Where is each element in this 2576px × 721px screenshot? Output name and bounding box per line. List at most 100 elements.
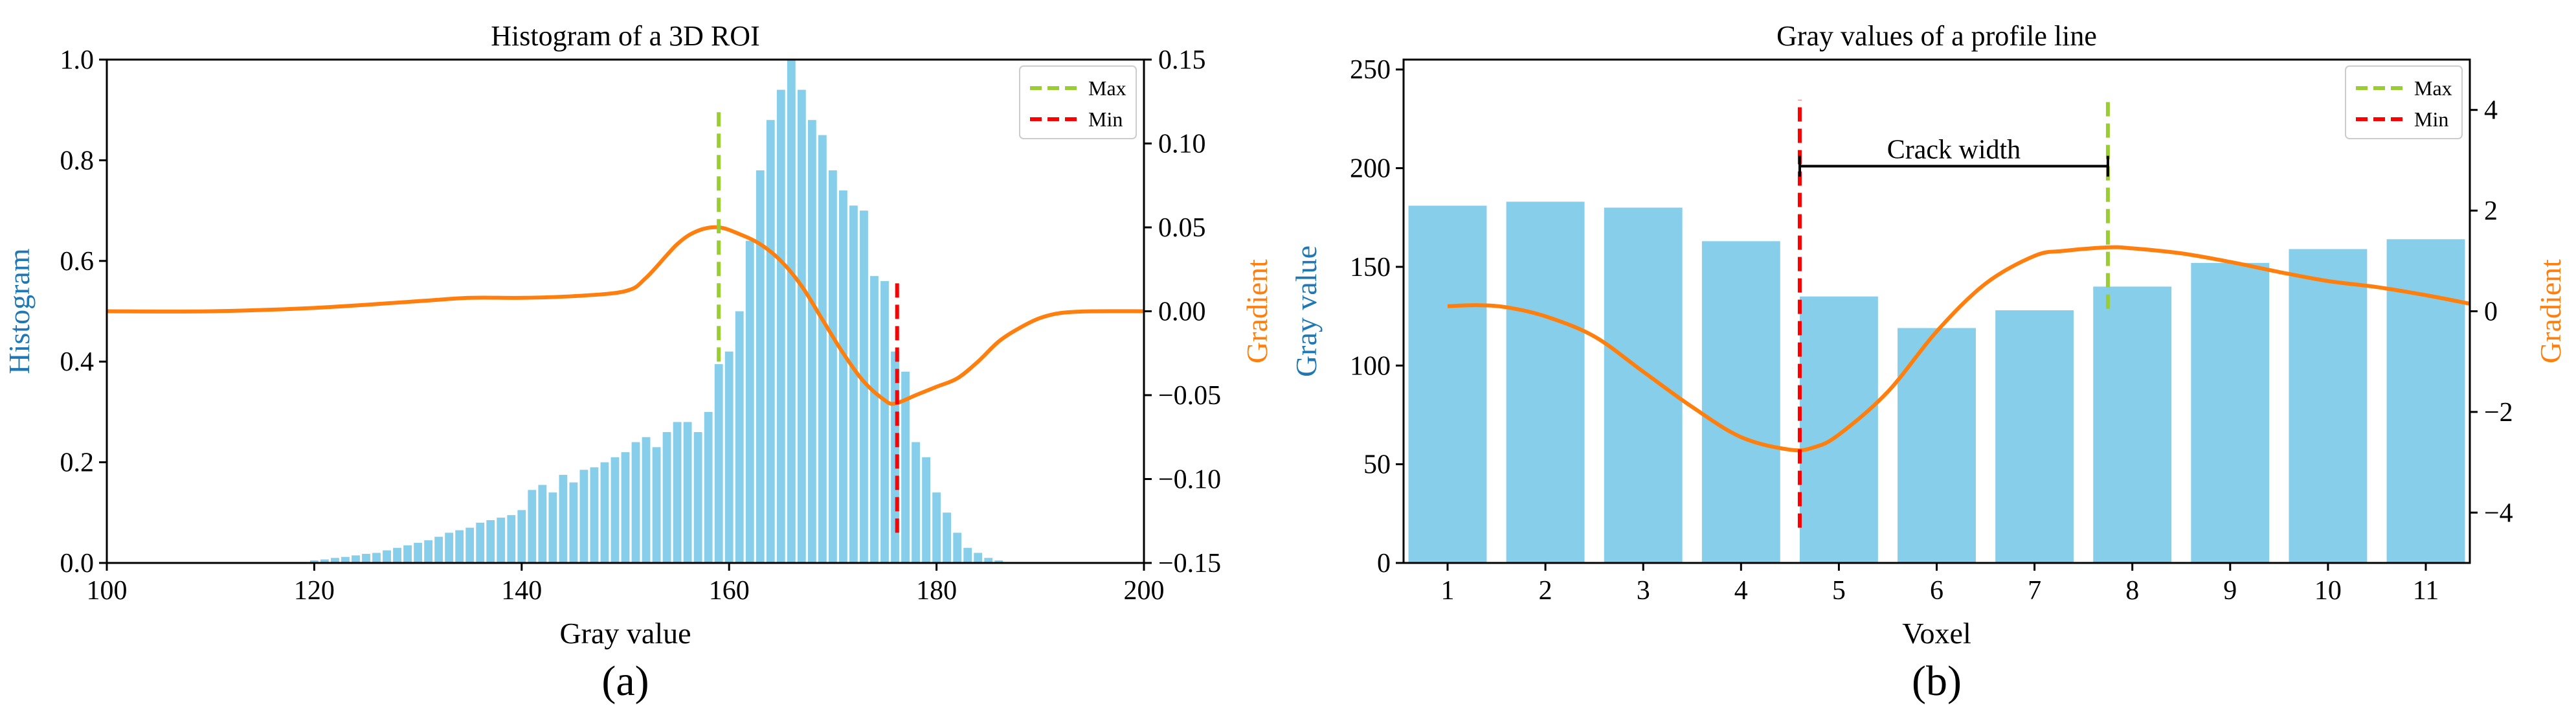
bar-166 [787, 60, 796, 563]
x-tick-label: 4 [1734, 576, 1748, 606]
bar-159 [714, 364, 723, 563]
bar-10 [2289, 249, 2368, 563]
bar-165 [776, 89, 785, 563]
y2-tick-label: −0.15 [1158, 549, 1221, 578]
bar-157 [693, 431, 702, 563]
y2-tick-label: −2 [2484, 398, 2513, 428]
bar-140 [517, 510, 526, 563]
bar-127 [383, 550, 391, 563]
y2-tick-label: −0.05 [1158, 381, 1221, 411]
bar-147 [590, 467, 599, 563]
bar-5 [1799, 296, 1878, 563]
y-tick-label: 0.0 [60, 549, 95, 578]
bar-9 [2191, 262, 2270, 563]
gradient-line [107, 225, 1144, 406]
bar-173 [860, 211, 868, 563]
bar-158 [704, 411, 713, 563]
bar-135 [465, 527, 475, 563]
bar-8 [2093, 286, 2172, 563]
legend-label-max: Max [2414, 76, 2452, 100]
y-tick-label: 0.6 [60, 247, 95, 277]
bar-132 [434, 536, 443, 563]
bar-3 [1604, 207, 1683, 563]
bar-170 [828, 170, 837, 563]
y-tick-label: 250 [1350, 55, 1391, 85]
bar-146 [579, 470, 588, 563]
bar-184 [974, 553, 983, 563]
bar-186 [994, 560, 1003, 563]
bar-162 [745, 240, 754, 563]
x-tick-label: 8 [2125, 576, 2139, 606]
bar-153 [652, 447, 661, 563]
x-tick-label: 160 [709, 576, 750, 606]
y2-tick-label: 2 [2484, 196, 2498, 226]
gradient-line [1447, 245, 2470, 453]
bar-175 [880, 280, 889, 563]
bar-171 [839, 190, 847, 563]
y-tick-label: 0.8 [60, 146, 95, 176]
bar-167 [797, 89, 806, 563]
x-tick-label: 100 [87, 576, 128, 606]
bar-161 [735, 311, 744, 563]
bar-180 [932, 492, 941, 563]
panel-b-ylabel: Gray value [1290, 246, 1323, 377]
y-tick-label: 150 [1350, 253, 1391, 282]
x-tick-label: 140 [501, 576, 542, 606]
y-tick-label: 200 [1350, 154, 1391, 184]
y2-tick-label: 0.00 [1158, 297, 1206, 327]
panel-a-label: (a) [601, 658, 649, 705]
x-tick-label: 3 [1637, 576, 1650, 606]
bar-124 [352, 555, 360, 563]
panel-a-y2label: Gradient [1240, 259, 1273, 363]
panel-a-ylabel: Histogram [3, 248, 36, 374]
bar-121 [320, 559, 329, 563]
bar-168 [807, 120, 816, 563]
bar-182 [953, 532, 962, 563]
y-tick-label: 0 [1377, 549, 1391, 578]
panel-b-title: Gray values of a profile line [1776, 20, 2097, 52]
bar-11 [2386, 239, 2465, 563]
bar-128 [393, 547, 401, 563]
bar-148 [600, 462, 609, 563]
legend: Max Min [1019, 65, 1137, 139]
panel-b: Gray values of a profile line Crack widt… [1290, 20, 2567, 705]
x-tick-label: 9 [2223, 576, 2237, 606]
x-tick-label: 200 [1124, 576, 1165, 606]
bar-183 [963, 547, 972, 563]
bar-134 [455, 530, 464, 563]
bar-163 [756, 170, 765, 563]
bar-137 [486, 520, 495, 563]
bar-160 [724, 351, 734, 563]
bar-149 [610, 457, 620, 563]
x-tick-label: 120 [294, 576, 335, 606]
x-tick-label: 6 [1930, 576, 1943, 606]
bar-7 [1995, 310, 2074, 563]
bar-142 [538, 485, 547, 563]
legend: Max Min [2345, 65, 2463, 139]
bar-174 [870, 276, 879, 563]
x-tick-label: 11 [2413, 576, 2439, 606]
bar-177 [901, 371, 910, 563]
panel-b-label: (b) [1912, 658, 1962, 705]
bar-141 [528, 490, 537, 563]
x-tick-label: 5 [1832, 576, 1846, 606]
bar-144 [559, 475, 568, 563]
panel-b-y2label: Gradient [2534, 259, 2567, 363]
bar-151 [631, 442, 640, 563]
bar-136 [476, 522, 485, 563]
bar-164 [766, 120, 775, 563]
panel-a-marks: 100 120 140 160 180 200 0.0 0.2 0.4 0.6 0.8 1.0 −0.1… [60, 45, 1222, 606]
bar-133 [445, 532, 454, 563]
bar-130 [414, 542, 423, 563]
legend-label-max: Max [1088, 76, 1126, 100]
y2-tick-label: −0.10 [1158, 465, 1221, 495]
bar-169 [818, 135, 827, 563]
panel-b-xlabel: Voxel [1902, 617, 1971, 650]
bar-125 [362, 554, 370, 563]
panel-a: Histogram of a 3D ROI 100 120 140 160 180 200… [3, 20, 1273, 705]
bar-154 [662, 431, 671, 563]
x-tick-label: 1 [1440, 576, 1454, 606]
y-tick-label: 50 [1363, 450, 1391, 480]
bar-179 [922, 457, 930, 563]
